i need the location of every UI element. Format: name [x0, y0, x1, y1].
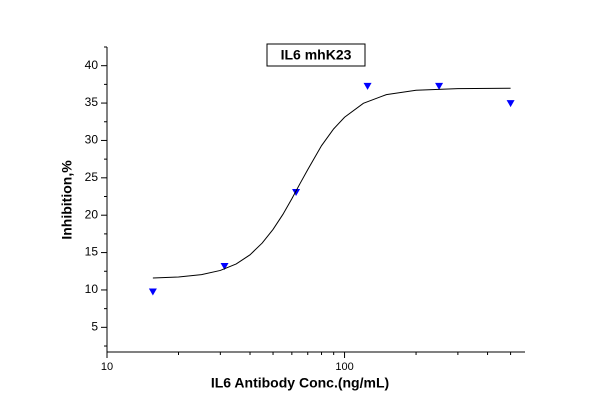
y-tick-label: 30 — [85, 133, 99, 147]
data-point — [363, 82, 372, 90]
data-point — [506, 100, 515, 108]
x-tick-label: 10 — [101, 361, 113, 373]
data-point — [220, 263, 229, 271]
y-tick-label: 20 — [85, 207, 99, 221]
title-box — [266, 43, 366, 67]
y-tick-label: 5 — [91, 320, 98, 334]
fit-curve — [152, 87, 511, 279]
y-tick-label: 40 — [85, 58, 99, 72]
chart-title: IL6 mhK23 — [281, 47, 352, 63]
data-point — [435, 82, 444, 90]
y-axis-label: Inhibition,% — [59, 160, 75, 240]
x-axis-label: IL6 Antibody Conc.(ng/mL) — [211, 375, 389, 391]
y-tick-label: 25 — [85, 170, 99, 184]
y-tick-label: 15 — [85, 245, 99, 259]
y-tick-label: 10 — [85, 282, 99, 296]
data-point — [148, 288, 157, 296]
x-tick-label: 100 — [335, 361, 353, 373]
data-point — [292, 189, 301, 197]
y-tick-label: 35 — [85, 95, 99, 109]
